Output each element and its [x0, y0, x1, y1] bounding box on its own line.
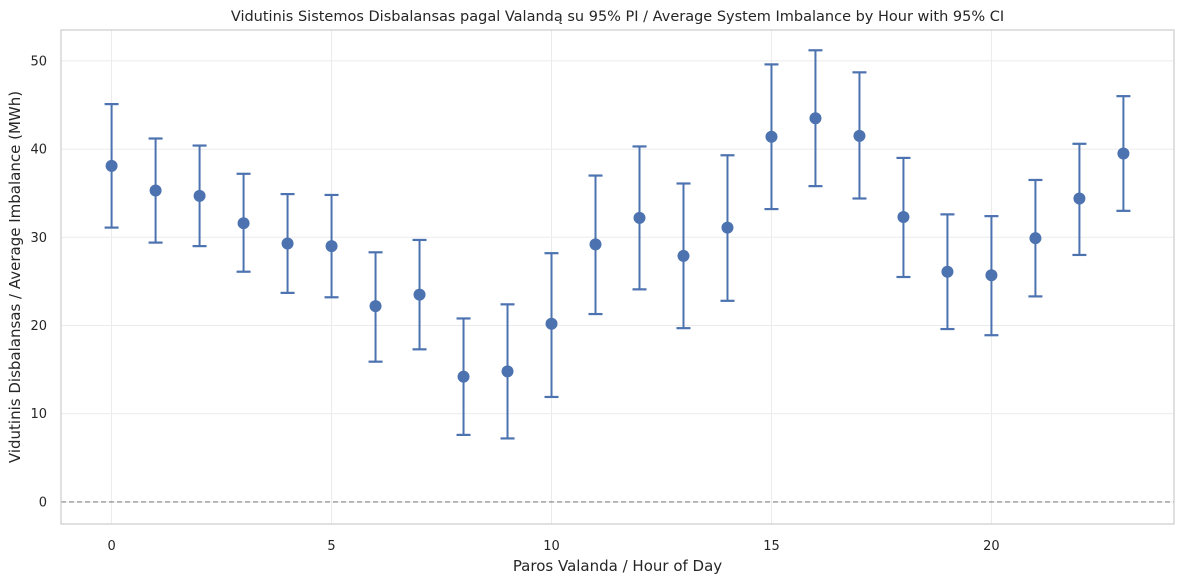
mean-point — [413, 288, 426, 301]
mean-point — [105, 159, 118, 172]
mean-point — [545, 317, 558, 330]
mean-point — [765, 130, 778, 143]
mean-point — [721, 221, 734, 234]
error-bar-group — [544, 252, 559, 399]
error-bar-group — [940, 213, 955, 331]
error-bar-group — [896, 156, 911, 279]
error-bar-group — [456, 317, 471, 437]
error-bar-group — [1028, 178, 1043, 298]
y-tick-label: 50 — [30, 54, 47, 69]
mean-point — [237, 217, 250, 230]
mean-point — [325, 240, 338, 253]
mean-point — [1073, 192, 1086, 205]
mean-point — [281, 237, 294, 250]
plot-frame — [60, 29, 1175, 525]
mean-point — [369, 300, 382, 313]
chart-title: Vidutinis Sistemos Disbalansas pagal Val… — [231, 9, 1004, 25]
x-tick-label: 5 — [327, 539, 335, 554]
error-bar-group — [192, 144, 207, 248]
y-axis-label: Vidutinis Disbalansas / Average Imbalanc… — [6, 91, 24, 463]
mean-point — [501, 365, 514, 378]
mean-point — [677, 249, 690, 262]
error-bar-group — [852, 71, 867, 200]
mean-point — [589, 238, 602, 251]
error-bar-group — [764, 63, 779, 211]
error-bar-group — [280, 192, 295, 294]
mean-point — [1029, 232, 1042, 245]
error-bar-group — [500, 303, 515, 440]
mean-point — [853, 129, 866, 142]
y-tick-label: 0 — [39, 495, 47, 510]
mean-point — [633, 211, 646, 224]
error-bar-group — [720, 154, 735, 302]
mean-point — [1117, 147, 1130, 160]
mean-point — [457, 370, 470, 383]
error-bar-group — [588, 174, 603, 316]
x-tick-label: 10 — [543, 539, 560, 554]
error-bar-group — [368, 251, 383, 363]
x-tick-label: 0 — [107, 539, 115, 554]
y-tick-label: 20 — [30, 319, 47, 334]
error-bar-group — [1116, 95, 1131, 212]
y-tick-label: 40 — [30, 143, 47, 158]
y-tick-label: 10 — [30, 407, 47, 422]
error-bar-group — [148, 137, 163, 244]
error-bar-group — [236, 172, 251, 273]
x-axis-label: Paros Valanda / Hour of Day — [513, 557, 722, 575]
mean-point — [985, 269, 998, 282]
error-bar-group — [632, 145, 647, 291]
mean-point — [193, 189, 206, 202]
error-bar-group — [324, 193, 339, 299]
x-tick-label: 20 — [983, 539, 1000, 554]
error-bar-group — [104, 102, 119, 229]
error-bar-group — [676, 182, 691, 330]
error-bar-group — [1072, 142, 1087, 257]
error-bar-group — [412, 238, 427, 351]
y-tick-label: 30 — [30, 231, 47, 246]
mean-point — [941, 265, 954, 278]
mean-point — [149, 184, 162, 197]
mean-point — [897, 211, 910, 224]
error-bar-group — [808, 49, 823, 188]
x-tick-label: 15 — [763, 539, 780, 554]
mean-point — [809, 112, 822, 125]
error-bar-group — [984, 215, 999, 337]
